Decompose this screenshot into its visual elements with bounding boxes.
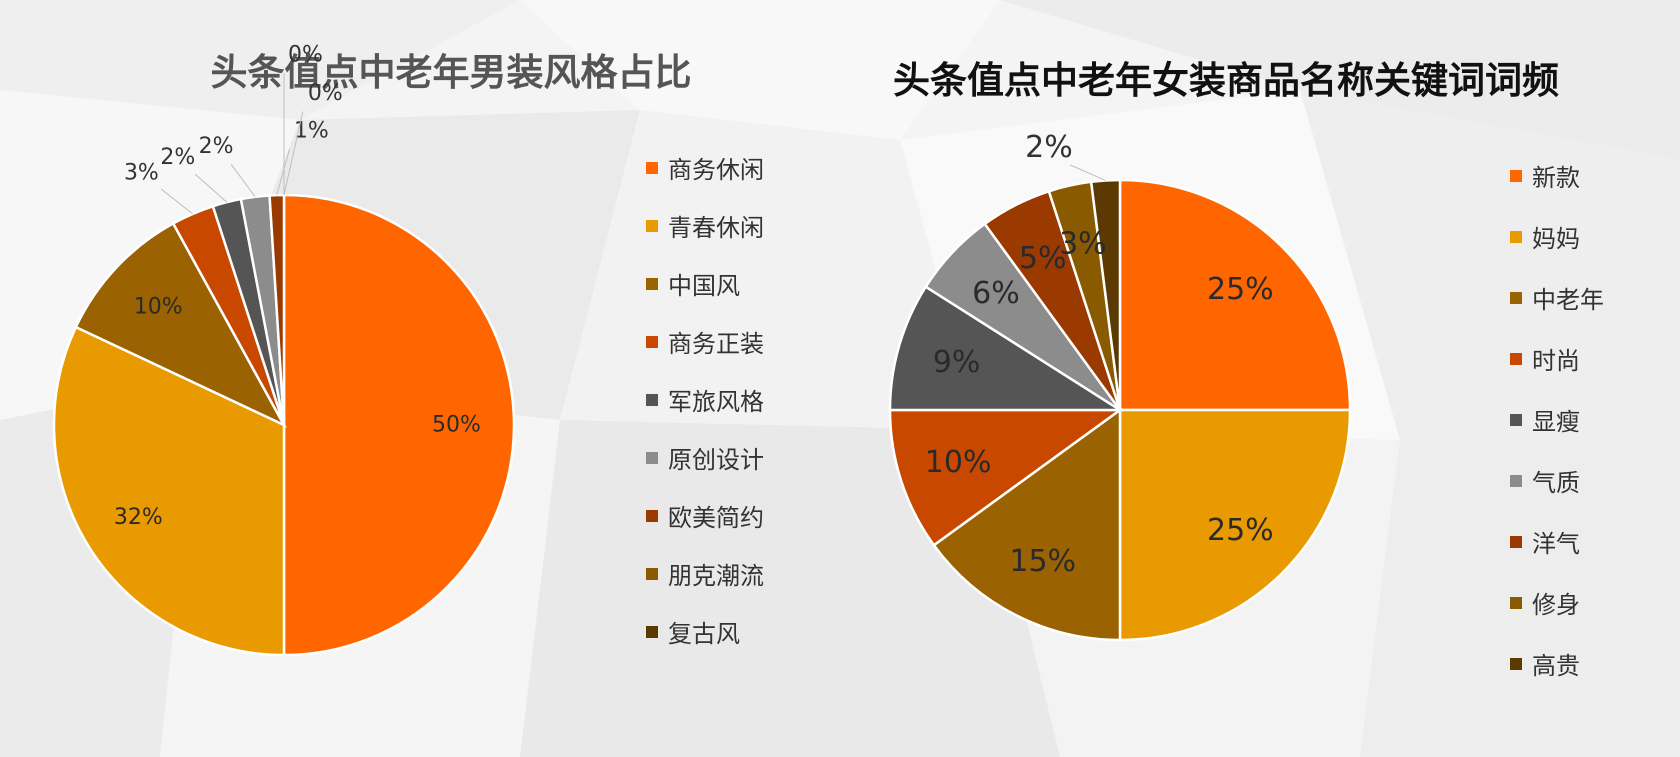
legend-label: 洋气 — [1532, 530, 1580, 558]
legend-swatch — [1510, 657, 1522, 670]
legend-item: 军旅风格 — [646, 382, 764, 417]
legend-label: 欧美简约 — [668, 504, 764, 532]
pie-slice — [282, 193, 516, 657]
legend-label: 商务休闲 — [668, 156, 764, 184]
legend-swatch — [1510, 474, 1522, 487]
data-label: 2% — [1025, 130, 1073, 165]
data-label: 1% — [294, 119, 329, 144]
chart-title: 头条值点中老年男装风格占比 — [210, 51, 692, 94]
legend-item: 复古风 — [646, 614, 740, 649]
data-label: 50% — [432, 413, 481, 438]
legend-label: 中老年 — [1532, 286, 1604, 314]
pie-slice — [932, 407, 1122, 642]
legend-item: 欧美简约 — [646, 498, 764, 533]
legend-swatch — [646, 625, 658, 638]
legend-item: 高贵 — [1510, 646, 1580, 681]
legend-item: 青春休闲 — [646, 208, 764, 243]
leader-line — [283, 111, 304, 196]
data-label: 32% — [114, 505, 163, 530]
pie-chart: 50%32%10%3%2% 2%1%0%0% — [52, 43, 516, 657]
legend-swatch — [646, 509, 658, 522]
pie-chart: 25% 25% 15% 10% 9% 6%5%3% 2% — [888, 130, 1352, 642]
legend-swatch — [1510, 535, 1522, 548]
leader-line — [160, 188, 193, 215]
legend-item: 新款 — [1510, 158, 1580, 193]
data-label: 10% — [925, 445, 992, 480]
leader-line — [230, 164, 256, 198]
legend-swatch — [646, 219, 658, 232]
legend-item: 修身 — [1510, 585, 1580, 620]
leader-line — [276, 148, 291, 196]
legend-swatch — [1510, 291, 1522, 304]
legend-item: 显瘦 — [1510, 402, 1580, 437]
legend-item: 气质 — [1510, 463, 1580, 498]
legend-swatch — [646, 393, 658, 406]
pie-slice — [74, 221, 287, 428]
data-label: 3% — [124, 161, 159, 186]
data-label: 15% — [1009, 544, 1076, 579]
legend-label: 高贵 — [1532, 652, 1580, 680]
legend-label: 妈妈 — [1532, 225, 1580, 253]
legend-swatch — [646, 335, 658, 348]
chart-left: 头条值点中老年男装风格占比 50% 32% 10% 3% 2% 2% 1% 0% 0% 商务休闲… — [52, 43, 764, 657]
data-label: 5% — [1019, 241, 1067, 276]
legend-item: 原创设计 — [646, 440, 764, 475]
pie-slice — [1118, 178, 1352, 412]
legend-item: 朋克潮流 — [646, 556, 764, 591]
legend-label: 新款 — [1532, 164, 1580, 192]
legend-swatch — [646, 567, 658, 580]
legend-item: 妈妈 — [1510, 219, 1580, 254]
legend-swatch — [646, 277, 658, 290]
chart-right: 头条值点中老年女装商品名称关键词词频 25% 25% 15% 10% 9% 6% 5% 3% 2… — [840, 0, 1680, 757]
legend-item: 商务休闲 — [646, 150, 764, 185]
legend-swatch — [646, 161, 658, 174]
legend-swatch — [1510, 413, 1522, 426]
data-label: 0% — [308, 81, 343, 106]
chart-title: 头条值点中老年女装商品名称关键词词频 — [893, 59, 1559, 102]
legend-item: 中老年 — [1510, 280, 1604, 315]
pie-slice — [888, 285, 1125, 412]
data-label: 2% — [199, 134, 234, 159]
legend-label: 原创设计 — [668, 446, 764, 474]
legend-swatch — [1510, 230, 1522, 243]
legend-label: 青春休闲 — [668, 214, 764, 242]
legend-label: 显瘦 — [1532, 408, 1580, 436]
leader-line — [1070, 164, 1106, 181]
data-label: 6% — [972, 276, 1020, 311]
pie-slice — [888, 408, 1124, 547]
data-label: 9% — [933, 345, 981, 380]
data-label: 2% — [160, 145, 195, 170]
legend-swatch — [1510, 596, 1522, 609]
pie-slice — [52, 325, 286, 657]
data-label: 3% — [1059, 226, 1107, 261]
data-label: 10% — [134, 294, 183, 319]
legend-label: 中国风 — [668, 272, 740, 300]
legend-item: 中国风 — [646, 266, 740, 301]
legend-label: 商务正装 — [668, 330, 764, 358]
legend-label: 朋克潮流 — [668, 562, 764, 590]
data-label: 25% — [1207, 513, 1274, 548]
data-label: 0% — [288, 43, 323, 68]
legend-swatch — [1510, 352, 1522, 365]
legend-item: 洋气 — [1510, 524, 1580, 559]
legend-label: 时尚 — [1532, 347, 1580, 375]
legend-item: 时尚 — [1510, 341, 1580, 376]
legend-label: 修身 — [1532, 591, 1580, 619]
legend-label: 军旅风格 — [668, 388, 764, 416]
legend-item: 商务正装 — [646, 324, 764, 359]
legend-label: 气质 — [1532, 469, 1580, 497]
leader-line — [194, 173, 228, 203]
data-label: 25% — [1207, 272, 1274, 307]
legend-label: 复古风 — [668, 620, 740, 648]
legend-swatch — [1510, 169, 1522, 182]
pie-slice — [1118, 408, 1352, 642]
legend-swatch — [646, 451, 658, 464]
